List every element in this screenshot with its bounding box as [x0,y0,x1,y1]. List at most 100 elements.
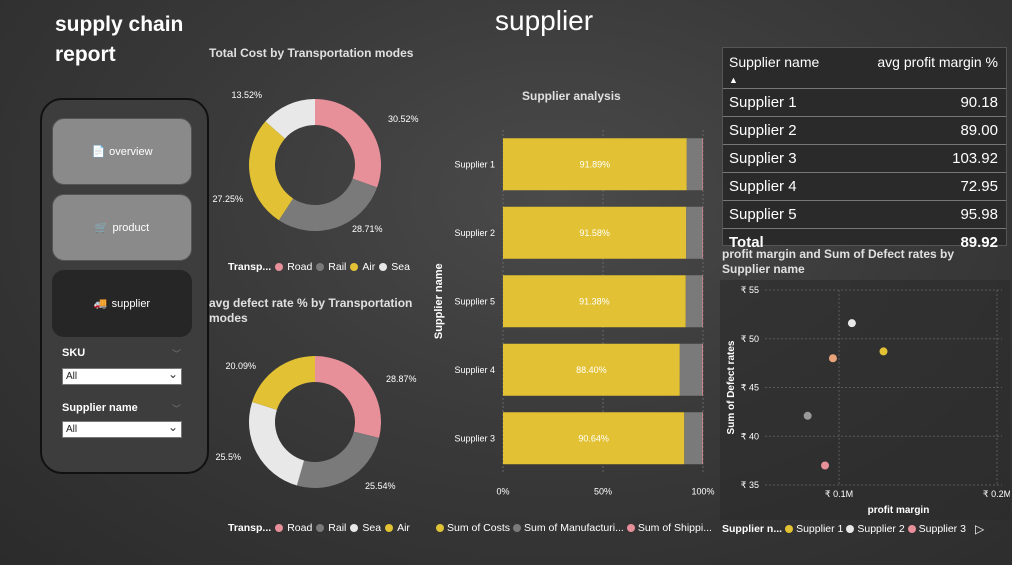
bar-data-label: 88.40% [576,365,607,375]
nav-button-product[interactable]: 🛒 product [52,194,192,261]
y-tick-label: Supplier 4 [454,365,495,375]
defect-chart-title: avg defect rate % by Transportation mode… [209,296,413,325]
chevron-down-icon: ⌄ [167,420,178,434]
supplier-slicer-label: Supplier name [62,402,138,414]
supplier-value: All [66,424,78,435]
data-label: 27.25% [212,194,243,204]
scatter-point[interactable] [828,354,837,363]
table-total-row: Total 89.92 [723,228,1006,256]
data-label: 30.52% [388,114,419,124]
bar-data-label: 91.89% [580,159,611,169]
bar-segment[interactable] [702,275,703,328]
supplier-analysis-legend: Sum of Costs Sum of Manufacturi... Sum o… [436,522,712,534]
scatter-point[interactable] [879,347,888,356]
donut-slice-rail[interactable] [278,178,378,232]
scatter-background [720,280,1010,520]
nav-label: overview [109,145,153,158]
nav-button-supplier[interactable]: 🚚 supplier [52,270,192,337]
scatter-chart-title: profit margin and Sum of Defect rates by… [722,247,955,276]
legend-item: Sum of Costs [447,522,511,534]
y-tick-label: ₹ 50 [741,334,759,344]
donut-slice-sea[interactable] [249,401,305,486]
table-row[interactable]: Supplier 2 89.00 [723,116,1006,144]
bar-segment[interactable] [702,412,703,465]
nav-button-overview[interactable]: 📄 overview [52,118,192,185]
legend-dot [316,263,325,271]
legend-item: Road [287,522,313,534]
chevron-down-icon: ⌄ [167,367,178,381]
scatter-chart: ₹ 55 ₹ 50 ₹ 45 ₹ 40 ₹ 35 ₹ 0.1M ₹ 0.2M profit m… [720,280,1010,520]
scatter-legend: Supplier n... Supplier 1 Supplier 2 Supp… [722,522,984,536]
scatter-point[interactable] [821,461,830,470]
legend-item: Sum of Manufacturi... [524,522,624,534]
scatter-point[interactable] [847,319,856,328]
defect-donut-chart: 28.87% 25.54% 25.5% 20.09% [215,356,417,491]
x-tick-label: 50% [594,487,612,497]
legend-dot [385,524,394,532]
supplier-analysis-chart: 0% 50% 100% 91.89% Supplier 1 91.58% Supplier … [433,130,715,497]
bar-segment[interactable] [503,206,687,259]
data-label: 28.71% [352,224,383,234]
legend-dot [436,524,444,532]
legend-next-icon[interactable]: ▷ [974,522,985,536]
y-tick-label: ₹ 40 [741,431,759,441]
chevron-down-icon[interactable]: ﹀ [172,404,182,414]
legend-item: Air [362,261,376,273]
donut-slice-air[interactable] [252,356,315,410]
column-header-profit[interactable]: avg profit margin % [877,54,998,70]
donut-slice-road[interactable] [315,99,381,188]
bar-segment[interactable] [686,138,703,191]
bar-segment[interactable] [702,138,703,191]
data-label: 20.09% [225,361,256,371]
truck-icon: 🚚 [93,298,108,310]
sort-asc-icon: ▲ [729,75,738,85]
bar-segment[interactable] [503,343,680,396]
scatter-point[interactable] [803,411,812,420]
donut-slice-sea[interactable] [265,99,315,139]
data-label: 13.52% [231,90,262,100]
column-header-supplier[interactable]: Supplier name ▲ [729,54,820,85]
y-tick-label: Supplier 1 [454,159,495,169]
donut-slice-air[interactable] [249,121,294,221]
legend-dot [907,525,916,533]
table-row[interactable]: Supplier 4 72.95 [723,172,1006,200]
y-tick-label: ₹ 35 [741,480,759,490]
donut-slice-rail[interactable] [296,431,380,488]
y-tick-label: ₹ 45 [741,383,759,393]
bar-segment[interactable] [679,343,703,396]
bar-segment[interactable] [503,138,687,191]
bar-segment[interactable] [684,412,703,465]
chevron-down-icon[interactable]: ﹀ [172,349,182,359]
bar-segment[interactable] [503,275,686,328]
bar-data-label: 91.58% [579,228,610,238]
data-label: 28.87% [386,374,417,384]
x-tick-label: ₹ 0.2M [983,489,1010,499]
table-row[interactable]: Supplier 3 103.92 [723,144,1006,172]
legend-dot [846,525,855,533]
bar-segment[interactable] [702,343,703,396]
profit-margin-table: Supplier name ▲ avg profit margin % Suppl… [722,47,1007,251]
report-title: supply chain report [55,13,184,66]
sku-value: All [66,371,78,382]
bar-segment[interactable] [503,412,685,465]
supplier-analysis-title: Supplier analysis [522,89,621,103]
supplier-dropdown[interactable]: All ⌄ [62,420,182,438]
legend-item: Supplier 1 [796,523,844,535]
legend-dot [350,524,359,532]
y-axis-label: Sum of Defect rates [726,340,737,434]
legend-item: Sum of Shippi... [637,522,712,534]
y-tick-label: Supplier 3 [454,433,495,443]
legend-dot [626,524,635,532]
donut-slice-road[interactable] [315,356,381,438]
bar-segment[interactable] [686,206,703,259]
table-row[interactable]: Supplier 5 95.98 [723,200,1006,228]
bar-segment[interactable] [685,275,703,328]
bar-data-label: 91.38% [579,296,610,306]
table-row[interactable]: Supplier 1 90.18 [723,88,1006,116]
y-tick-label: Supplier 5 [454,296,495,306]
legend-title: Transp... [228,261,272,273]
legend-dot [379,263,388,271]
legend-title: Transp... [228,522,272,534]
sku-dropdown[interactable]: All ⌄ [62,367,182,385]
bar-segment[interactable] [702,206,703,259]
